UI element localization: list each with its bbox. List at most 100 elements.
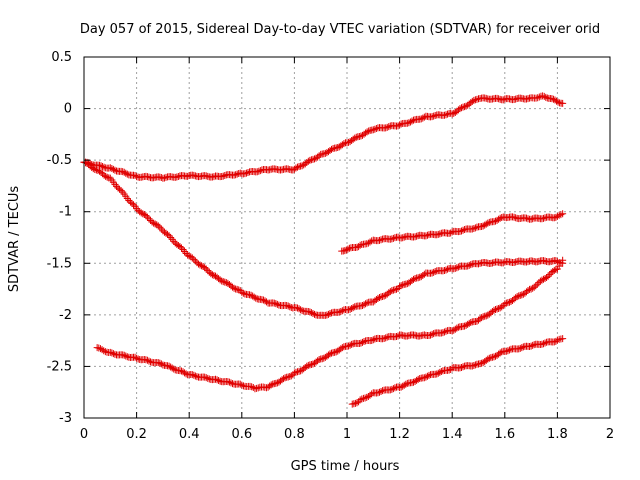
data-point [273, 300, 281, 308]
data-point [529, 341, 537, 349]
data-point [457, 104, 465, 112]
data-point [170, 237, 178, 245]
data-point [323, 311, 331, 319]
y-tick-label: -2 [59, 308, 72, 323]
data-point [123, 353, 131, 361]
data-point [406, 118, 414, 126]
data-point [297, 306, 305, 314]
data-point [457, 227, 465, 235]
data-point [461, 103, 469, 111]
data-point [499, 259, 507, 267]
data-point [423, 231, 431, 239]
data-point [539, 92, 547, 100]
data-point [374, 294, 382, 302]
data-point [539, 340, 547, 348]
data-point [100, 347, 108, 355]
data-point [538, 276, 546, 284]
data-point [306, 308, 314, 316]
y-tick-label: 0.5 [51, 50, 72, 65]
data-point [416, 273, 424, 281]
data-point [227, 379, 235, 387]
data-point [179, 246, 187, 254]
data-marks [80, 92, 567, 408]
data-point [484, 219, 492, 227]
data-point [532, 282, 540, 290]
data-point [496, 214, 504, 222]
data-point [328, 145, 336, 153]
data-point [498, 303, 506, 311]
series-track-a [80, 92, 567, 182]
data-point [230, 284, 238, 292]
data-point [177, 367, 185, 375]
data-point [554, 98, 562, 106]
data-point [134, 355, 142, 363]
data-point [194, 260, 202, 268]
data-point [504, 347, 512, 355]
data-point [311, 310, 319, 318]
data-point [459, 226, 467, 234]
data-point [342, 246, 350, 254]
data-point [174, 172, 182, 180]
data-point [410, 116, 418, 124]
data-point [372, 125, 380, 133]
data-point [176, 243, 184, 251]
data-point [375, 236, 383, 244]
data-point [402, 380, 410, 388]
data-point [303, 362, 311, 370]
data-point [156, 223, 164, 231]
data-point [357, 339, 365, 347]
data-point [351, 303, 359, 311]
data-point [550, 266, 558, 274]
data-point [125, 196, 133, 204]
data-point [499, 96, 507, 104]
data-point [154, 222, 162, 230]
data-point [374, 389, 382, 397]
data-point [360, 338, 368, 346]
data-point [363, 299, 371, 307]
data-point [430, 112, 438, 120]
data-point [470, 225, 478, 233]
data-point [346, 341, 354, 349]
data-point [222, 279, 230, 287]
data-point [112, 182, 120, 190]
data-point [377, 387, 385, 395]
data-point [527, 342, 535, 350]
data-point [304, 361, 312, 369]
data-point [338, 344, 346, 352]
data-point [428, 330, 436, 338]
data-point [425, 371, 433, 379]
data-point [184, 172, 192, 180]
y-tick-label: -3 [59, 411, 72, 426]
data-point [292, 164, 300, 172]
data-point [298, 307, 306, 315]
data-point [361, 394, 369, 402]
data-point [540, 92, 548, 100]
data-point [160, 174, 168, 182]
y-tick-label: -0.5 [47, 153, 72, 168]
data-point [524, 95, 532, 103]
data-point [216, 276, 224, 284]
data-point [454, 263, 462, 271]
data-point [546, 271, 554, 279]
data-point [453, 324, 461, 332]
data-point [315, 152, 323, 160]
data-point [377, 236, 385, 244]
data-point [254, 384, 262, 392]
x-tick-label: 1 [343, 427, 351, 442]
data-point [229, 283, 237, 291]
data-point [490, 353, 498, 361]
data-point [397, 383, 405, 391]
data-point [534, 94, 542, 102]
chart-title: Day 057 of 2015, Sidereal Day-to-day VTE… [80, 22, 600, 37]
data-point [213, 376, 221, 384]
data-point [309, 310, 317, 318]
data-point [553, 336, 561, 344]
data-point [535, 93, 543, 101]
data-point [471, 224, 479, 232]
data-point [154, 359, 162, 367]
data-point [358, 301, 366, 309]
data-point [363, 240, 371, 248]
data-point [218, 277, 226, 285]
data-point [541, 339, 549, 347]
